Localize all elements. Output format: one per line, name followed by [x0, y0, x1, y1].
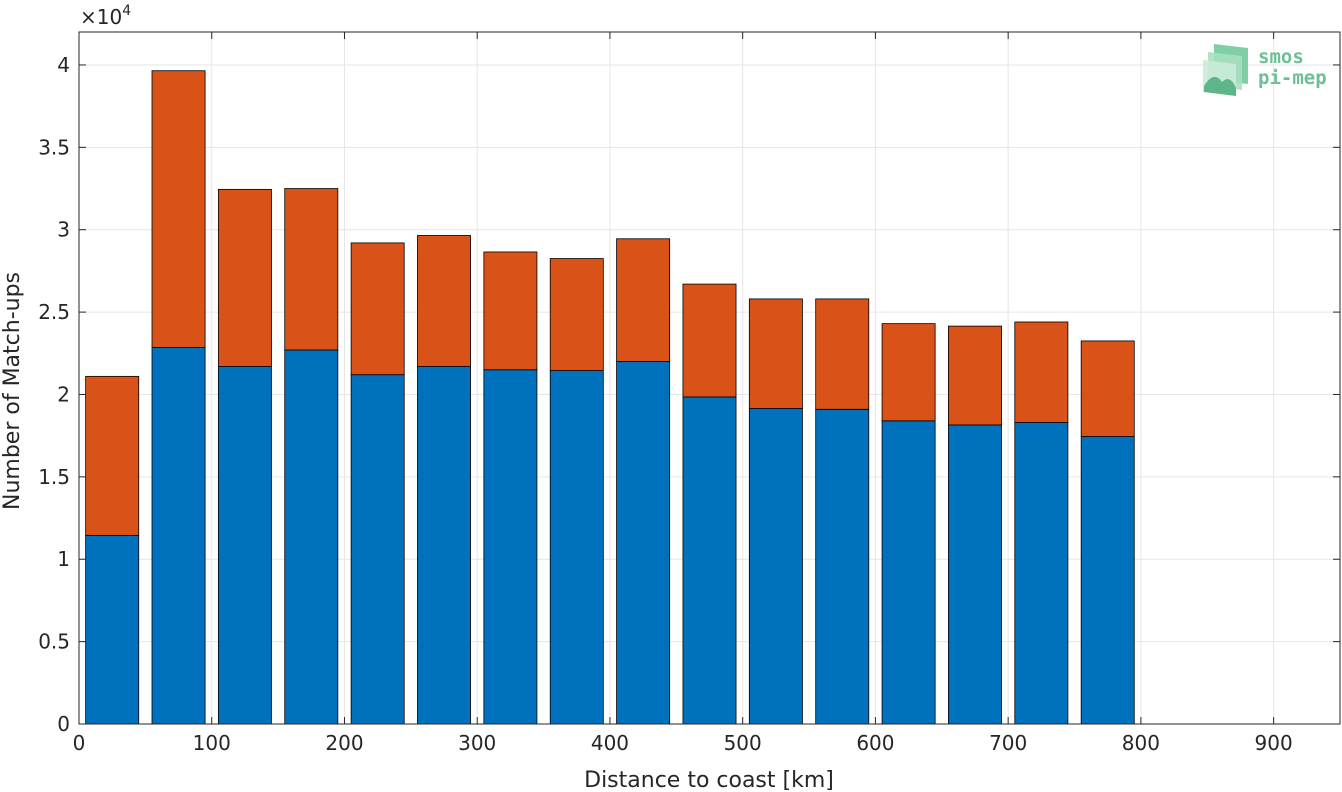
bar-segment-1: [151, 347, 206, 725]
y-tick-label: 0: [57, 712, 70, 736]
tick-labels: 0 100 200 300 400 500 600 700 800 900 0 0.5 1 1.5 2 2.5…: [38, 32, 1340, 755]
bar-segment-2: [85, 375, 140, 536]
bars: [85, 70, 1135, 725]
y-tick-label: 3.5: [38, 135, 70, 159]
x-tick-label: 800: [1122, 731, 1160, 755]
bar-segment-2: [217, 188, 272, 367]
y-tick-label: 3: [57, 218, 70, 242]
y-tick-label: 2: [57, 382, 70, 406]
bar-segment-1: [881, 420, 936, 725]
bar-segment-2: [284, 188, 339, 351]
x-tick-label: 600: [856, 731, 894, 755]
bar-segment-1: [217, 366, 272, 725]
bar-segment-1: [350, 374, 405, 725]
bar-segment-2: [1080, 340, 1135, 437]
bar-segment-1: [549, 370, 604, 725]
bar-segment-2: [151, 70, 206, 348]
smos-pi-mep-logo: smos pi-mep: [1203, 44, 1327, 96]
bar-segment-1: [682, 396, 737, 725]
logo-text-pi-mep: pi-mep: [1258, 67, 1327, 89]
bar-segment-2: [948, 325, 1002, 426]
bar-segment-1: [815, 408, 870, 725]
y-tick-label: 1: [57, 547, 70, 571]
plot-frame: [78, 31, 1341, 725]
y-tick-label: 4: [57, 53, 70, 77]
x-tick-label: 0: [73, 731, 86, 755]
bar-segment-1: [616, 361, 671, 725]
bar-segment-2: [748, 298, 803, 409]
bar-segment-1: [417, 366, 471, 725]
bar-segment-1: [483, 369, 538, 725]
x-tick-label: 700: [989, 731, 1027, 755]
bar-segment-1: [284, 349, 339, 725]
bar-segment-2: [682, 283, 737, 398]
y-tick-label: 1.5: [38, 465, 70, 489]
bar-segment-1: [85, 534, 140, 725]
bar-segment-2: [350, 242, 405, 376]
bar-segment-2: [815, 298, 870, 410]
y-exponent-label: ×104: [80, 3, 131, 29]
x-tick-label: 100: [193, 731, 231, 755]
x-axis-label: Distance to coast [km]: [584, 768, 834, 792]
bar-segment-2: [417, 235, 471, 367]
x-tick-label: 500: [724, 731, 762, 755]
logo-icon: [1203, 44, 1248, 96]
bar-segment-2: [881, 323, 936, 422]
bar-segment-2: [616, 238, 671, 362]
bar-segment-2: [549, 258, 604, 371]
bar-segment-1: [1080, 436, 1135, 725]
y-axis-label: Number of Match-ups: [0, 272, 25, 510]
bar-segment-1: [748, 408, 803, 725]
x-tick-label: 300: [458, 731, 496, 755]
x-tick-label: 400: [591, 731, 629, 755]
x-tick-label: 900: [1255, 731, 1293, 755]
logo-text-smos: smos: [1258, 46, 1304, 68]
bar-segment-1: [1014, 422, 1069, 725]
bar-segment-2: [1014, 321, 1069, 423]
x-tick-label: 200: [325, 731, 363, 755]
bar-segment-2: [483, 251, 538, 371]
y-tick-label: 0.5: [38, 630, 70, 654]
y-tick-label: 2.5: [38, 300, 70, 324]
bar-segment-1: [948, 424, 1002, 725]
